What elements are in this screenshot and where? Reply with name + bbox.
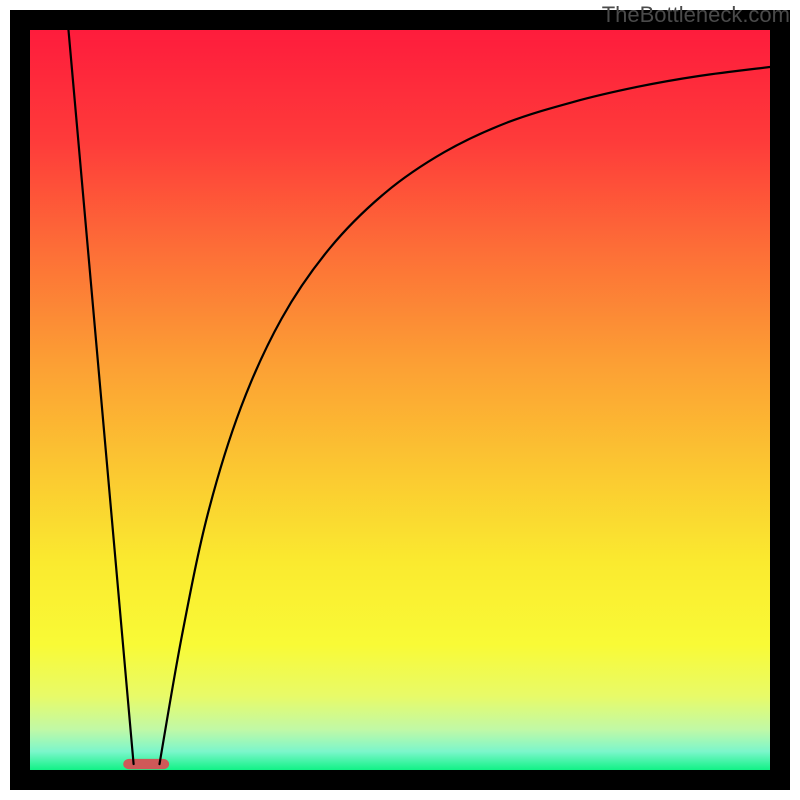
chart-canvas: [0, 0, 800, 800]
minimum-marker: [123, 759, 169, 769]
gradient-background: [30, 30, 770, 770]
bottleneck-chart: TheBottleneck.com: [0, 0, 800, 800]
watermark-text: TheBottleneck.com: [602, 2, 790, 28]
